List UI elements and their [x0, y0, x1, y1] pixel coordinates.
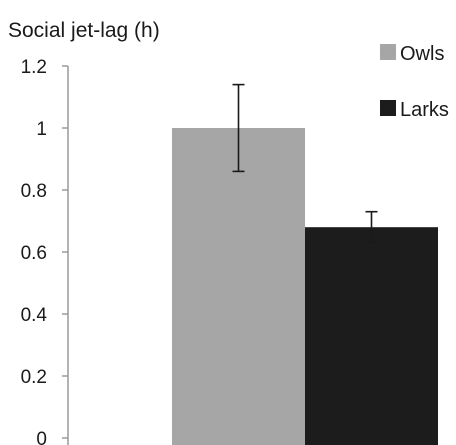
error-bar-owls — [232, 83, 245, 173]
y-tick-label: 0 — [36, 429, 47, 445]
bars — [172, 83, 438, 445]
y-tick-label: 0.6 — [21, 243, 47, 264]
bar-owls — [172, 128, 305, 445]
legend-item-owls: Owls — [380, 43, 444, 65]
y-tick-label: 0.2 — [21, 367, 47, 388]
y-tick-label: 0.4 — [21, 305, 48, 326]
legend: Owls Larks — [380, 43, 449, 121]
error-bar-larks — [365, 210, 378, 244]
legend-swatch — [380, 44, 396, 60]
y-tick-label: 1 — [36, 119, 47, 140]
y-axis: 0 0.2 0.4 0.6 0.8 1 1.2 — [21, 57, 69, 445]
legend-swatch — [380, 100, 396, 116]
legend-label: Owls — [400, 43, 444, 65]
chart-title: Social jet-lag (h) — [8, 19, 160, 42]
y-tick-label: 0.8 — [21, 181, 47, 202]
legend-item-larks: Larks — [380, 99, 449, 121]
legend-label: Larks — [400, 99, 449, 121]
bar-larks — [305, 227, 438, 445]
y-tick-label: 1.2 — [21, 57, 47, 78]
